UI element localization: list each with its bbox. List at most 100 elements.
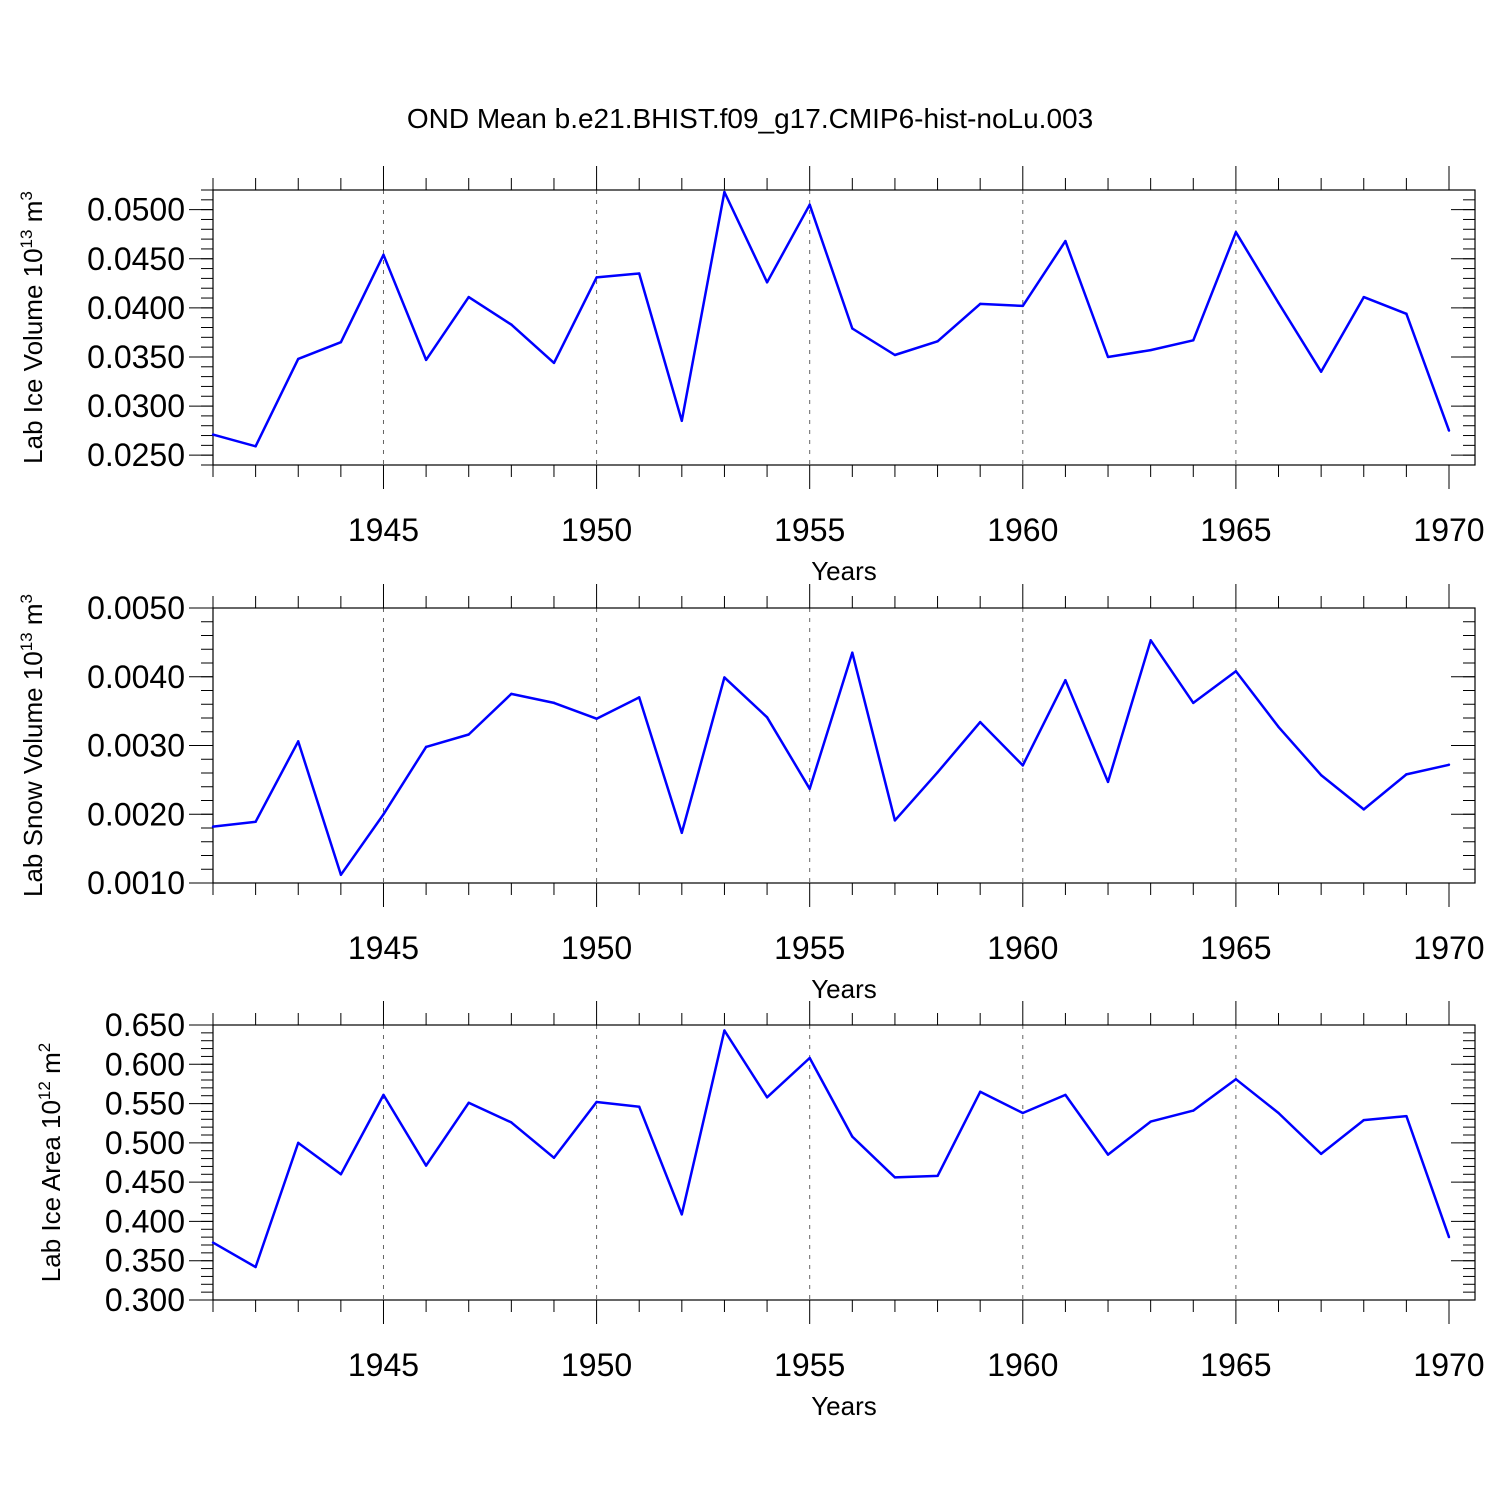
- data-point: [851, 1135, 854, 1138]
- x-tick-label: 1950: [561, 930, 632, 966]
- y-axis-title: Lab Ice Area 1012 m2: [35, 1043, 66, 1282]
- data-point: [723, 676, 726, 679]
- x-tick-label: 1965: [1200, 512, 1271, 548]
- data-point: [936, 1174, 939, 1178]
- data-point: [936, 340, 939, 343]
- data-point: [211, 825, 215, 828]
- data-point: [1149, 348, 1152, 352]
- data-point: [851, 651, 854, 654]
- y-tick-label: 0.0020: [87, 796, 185, 832]
- data-point: [808, 1056, 811, 1060]
- data-point: [339, 1173, 343, 1176]
- data-point: [552, 701, 556, 705]
- x-axis-title: Years: [811, 1391, 877, 1421]
- data-point: [1106, 780, 1110, 784]
- chart-panel-3: 1945 1950 1955 1960 1965 19700.3000.3500.4000…: [35, 1001, 1485, 1421]
- data-point: [382, 1093, 385, 1097]
- data-point: [638, 272, 641, 275]
- y-tick-label: 0.0450: [87, 241, 185, 277]
- x-tick-label: 1950: [561, 512, 632, 548]
- x-tick-label: 1945: [348, 512, 419, 548]
- data-point: [467, 733, 470, 736]
- data-point: [1405, 773, 1408, 776]
- y-axis-title: Lab Ice Volume 1013 m3: [17, 191, 48, 464]
- data-point: [1021, 764, 1024, 767]
- data-point: [808, 203, 811, 206]
- data-point: [254, 1265, 257, 1269]
- x-tick-label: 1955: [774, 1347, 845, 1383]
- y-tick-label: 0.550: [105, 1086, 185, 1122]
- data-point: [1447, 1235, 1451, 1239]
- data-point: [851, 327, 854, 330]
- data-point: [595, 1100, 598, 1104]
- x-tick-label: 1955: [774, 512, 845, 548]
- data-point: [1106, 1153, 1110, 1156]
- data-point: [1021, 1111, 1024, 1115]
- y-tick-label: 0.450: [105, 1164, 185, 1200]
- data-point: [339, 341, 343, 344]
- data-point: [1362, 808, 1365, 811]
- data-point: [424, 1164, 428, 1167]
- data-point: [297, 1141, 300, 1145]
- data-point: [978, 302, 982, 306]
- y-tick-label: 0.500: [105, 1125, 185, 1161]
- data-point: [595, 717, 598, 720]
- data-point: [1447, 429, 1451, 432]
- data-point: [680, 419, 684, 423]
- data-point: [978, 1090, 982, 1093]
- data-point: [638, 696, 641, 699]
- data-point: [552, 361, 556, 365]
- y-tick-label: 0.0500: [87, 192, 185, 228]
- data-point: [723, 1029, 726, 1032]
- y-tick-label: 0.0040: [87, 659, 185, 695]
- x-tick-label: 1945: [348, 1347, 419, 1383]
- data-point: [723, 190, 726, 194]
- data-point: [765, 716, 769, 719]
- series-line: [212, 639, 1450, 877]
- data-point: [297, 357, 300, 361]
- data-point: [936, 771, 939, 774]
- data-point: [893, 1176, 897, 1179]
- data-point: [552, 1156, 556, 1159]
- data-point: [424, 358, 428, 362]
- data-point: [765, 1096, 769, 1099]
- data-point: [595, 276, 598, 279]
- data-point: [1362, 1118, 1365, 1122]
- data-point: [680, 1213, 684, 1216]
- data-point: [211, 433, 215, 436]
- data-point: [297, 740, 300, 743]
- series-line: [212, 1029, 1451, 1269]
- data-point: [254, 820, 257, 824]
- data-point: [339, 873, 343, 876]
- data-point: [1064, 1093, 1067, 1097]
- x-tick-label: 1970: [1413, 930, 1484, 966]
- y-tick-label: 0.600: [105, 1046, 185, 1082]
- data-point: [1277, 301, 1280, 305]
- data-point: [1192, 701, 1195, 705]
- x-tick-label: 1960: [987, 1347, 1058, 1383]
- x-tick-label: 1970: [1413, 512, 1484, 548]
- data-point: [680, 831, 684, 835]
- x-tick-label: 1965: [1200, 930, 1271, 966]
- y-tick-label: 0.650: [105, 1007, 185, 1043]
- data-point: [254, 445, 257, 448]
- data-point: [1405, 312, 1408, 315]
- y-tick-label: 0.0050: [87, 590, 185, 626]
- data-point: [808, 787, 811, 791]
- data-point: [1064, 678, 1067, 682]
- x-tick-label: 1960: [987, 512, 1058, 548]
- data-point: [1234, 231, 1238, 234]
- data-point: [1362, 295, 1365, 299]
- y-tick-label: 0.0400: [87, 290, 185, 326]
- data-point: [467, 295, 470, 299]
- data-point: [1149, 639, 1152, 642]
- y-tick-label: 0.300: [105, 1282, 185, 1318]
- data-point: [467, 1101, 470, 1104]
- data-point: [978, 720, 982, 724]
- data-point: [1319, 773, 1323, 777]
- data-point: [1319, 370, 1323, 373]
- data-point: [1405, 1114, 1408, 1118]
- x-tick-label: 1945: [348, 930, 419, 966]
